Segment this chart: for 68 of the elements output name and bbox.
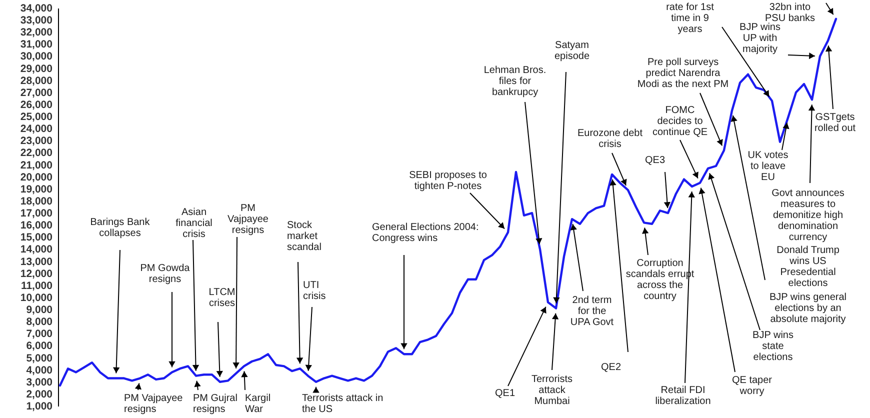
y-tick-label: 27,000: [20, 86, 53, 99]
y-tick-label: 12,000: [20, 268, 53, 280]
annotation: QE2: [600, 362, 622, 373]
annotation: QE1: [494, 388, 516, 399]
annotation: Terrorists attack in the US: [302, 393, 384, 415]
y-tick-label: 28,000: [20, 74, 53, 87]
annotation: 32bn into PSU banks: [764, 2, 816, 24]
annotation: QE3: [644, 155, 666, 166]
y-tick-label: 18,000: [20, 195, 53, 208]
annotation: Eurozone debt crisis: [577, 128, 643, 150]
annotation: 2nd term for the UPA Govt: [570, 295, 614, 328]
annotation: Pre poll surveys predict Narendra Modi as the next PM: [637, 57, 729, 90]
y-tick-label: 11,000: [20, 280, 53, 292]
y-tick-label: 14,000: [20, 244, 53, 256]
y-tick-label: 32,000: [20, 26, 53, 39]
annotation: GSTgets rolled out: [814, 112, 856, 134]
y-tick-label: 23,000: [20, 135, 53, 148]
annotation: Govt announces measures to demonitize high denomination currency: [772, 188, 844, 243]
annotation: PM Vajpayee resigns: [124, 393, 184, 415]
y-tick-label: 15,000: [20, 232, 53, 244]
annotation: BJP wins UP with majority: [740, 22, 780, 55]
y-tick-label: 24,000: [20, 123, 53, 136]
y-tick-label: 13,000: [20, 256, 53, 268]
y-tick-label: 1,000: [26, 400, 53, 412]
y-tick-label: 4,000: [26, 364, 53, 376]
annotation: QE taper worry: [732, 375, 773, 397]
y-tick-label: 9,000: [26, 304, 53, 316]
y-tick-label: 5,000: [26, 352, 53, 364]
annotation: BJP wins general elections by an absolute majority: [769, 292, 847, 325]
y-tick-label: 6,000: [26, 340, 53, 352]
y-tick-label: 30,000: [20, 50, 53, 63]
annotation: Terrorists attack Mumbai: [531, 374, 573, 407]
y-tick-label: 2,000: [26, 388, 53, 400]
annotation: General Elections 2004: Congress wins: [372, 222, 479, 244]
y-tick-label: 8,000: [26, 316, 53, 328]
annotation: FOMC decides to continue QE: [652, 105, 708, 138]
annotation: UTI crisis: [303, 280, 326, 302]
y-tick-label: 34,000: [20, 2, 53, 14]
y-tick-label: 3,000: [26, 376, 53, 388]
annotation: Asian financial crisis: [176, 207, 212, 240]
y-tick-label: 29,000: [20, 62, 53, 75]
y-tick-label: 26,000: [20, 98, 53, 111]
annotation: Satyam episode: [554, 40, 590, 62]
annotation: Stock market scandal: [287, 220, 322, 253]
annotation: LTCM crises: [208, 287, 236, 309]
annotation: PM Gujral resigns: [193, 393, 238, 415]
annotation: rate for 1st time in 9 years: [666, 2, 714, 35]
y-tick-label: 10,000: [20, 292, 53, 304]
y-tick-label: 16,000: [20, 220, 53, 232]
y-tick-label: 22,000: [20, 147, 53, 160]
y-tick-label: 25,000: [20, 111, 53, 124]
annotation: PM Gowda resigns: [140, 263, 190, 285]
annotation: SEBI proposes to tighten P-notes: [409, 170, 488, 192]
y-tick-label: 21,000: [20, 159, 53, 172]
y-tick-label: 31,000: [20, 38, 53, 51]
annotation: UK votes to leave EU: [748, 150, 788, 183]
y-tick-label: 20,000: [20, 171, 53, 184]
annotation: Donald Trump wins US Presedential elections: [776, 245, 840, 289]
y-tick-label: 7,000: [26, 328, 53, 340]
annotation: PM Vajpayee resigns: [228, 203, 269, 236]
annotation: Retail FDI liberalization: [655, 385, 711, 407]
y-tick-label: 17,000: [20, 208, 53, 220]
annotation: BJP wins state elections: [752, 330, 794, 363]
annotation: Barings Bank collapses: [90, 217, 151, 239]
y-tick-label: 19,000: [20, 183, 53, 196]
annotation: Kargil War: [245, 393, 271, 415]
y-tick-label: 33,000: [20, 14, 53, 27]
annotation: Lehman Bros. files for bankrupcy: [484, 65, 546, 98]
